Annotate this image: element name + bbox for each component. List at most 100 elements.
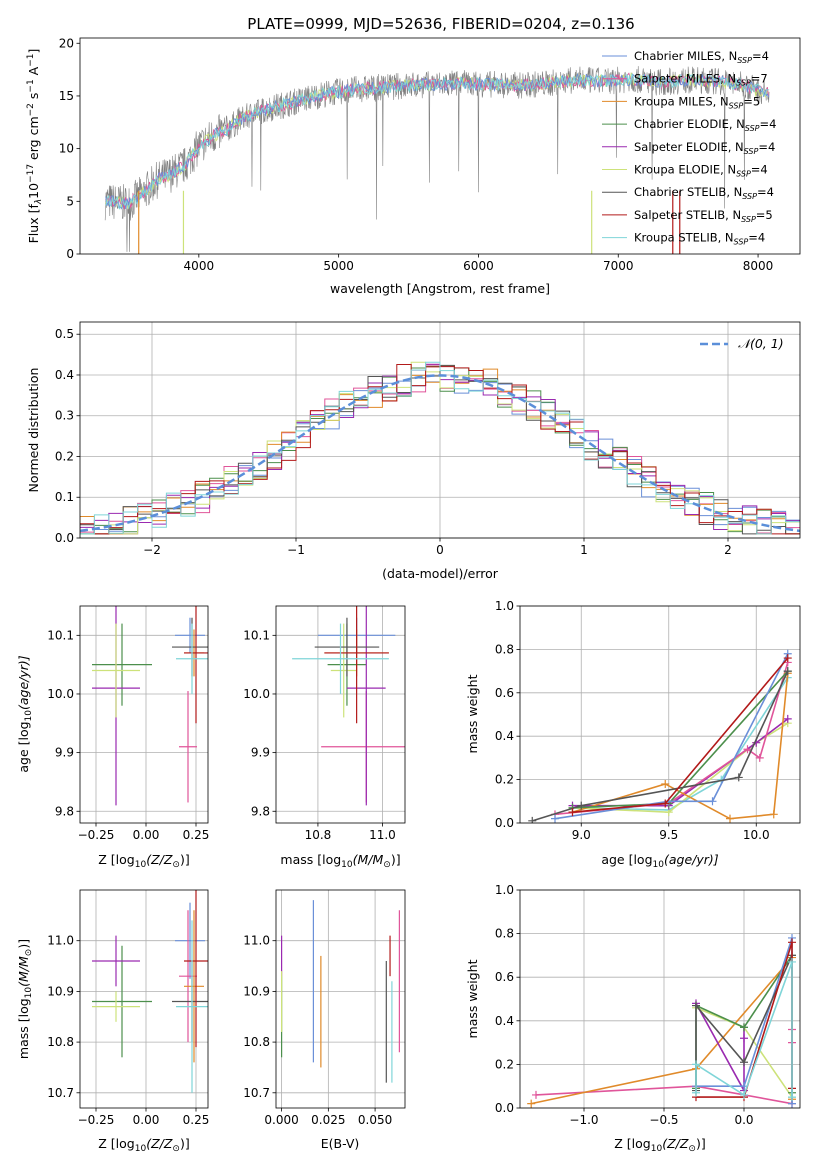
- y-tick-label: 10.0: [47, 687, 74, 701]
- legend-label-CM: Chabrier MILES, NSSP=4: [634, 49, 769, 65]
- x-label-part: Z [log: [614, 1136, 650, 1151]
- legend-label-CS: Chabrier STELIB, NSSP=4: [634, 185, 774, 201]
- x-label-sub: 10: [135, 1144, 147, 1154]
- legend-eq: =4: [758, 140, 775, 154]
- series-line-KE: [572, 722, 789, 813]
- gaussian-reference-line: [80, 374, 800, 533]
- legend-text: Kroupa MILES, N: [634, 94, 729, 108]
- x-label-part: )]: [180, 852, 190, 867]
- x-label-part: Z [log: [98, 852, 134, 867]
- y-tick-label: 0.2: [495, 1057, 514, 1071]
- y-tick-label: 5: [66, 194, 74, 208]
- x-label-sub: ⊙: [383, 860, 391, 870]
- x-label-sub: 10: [653, 860, 665, 870]
- legend-sub: SSP: [737, 56, 752, 65]
- y-tick-label: 0.2: [55, 449, 74, 463]
- y-tick-label: 11.0: [47, 934, 74, 948]
- x-label-part: )]: [391, 852, 401, 867]
- x-tick-label: 8000: [743, 259, 774, 273]
- data-point-SM: [532, 1090, 540, 1099]
- data-point-KM: [661, 779, 670, 788]
- series-line-SM: [554, 662, 789, 816]
- y-label-part: (age/yr)]: [16, 655, 31, 710]
- x-label-part: Z [log: [98, 1136, 134, 1151]
- x-label-part: (Z/Z: [146, 1136, 173, 1151]
- data-point-KS: [740, 1090, 748, 1099]
- legend-text: Salpeter ELODIE, N: [634, 140, 744, 154]
- legend-eq: =4: [751, 163, 768, 177]
- data-point-KM: [726, 814, 734, 823]
- y-tick-label: 9.8: [251, 804, 270, 818]
- x-label-sub: ⊙: [172, 860, 180, 870]
- data-point-CS: [577, 801, 586, 810]
- data-point-SE: [740, 1034, 748, 1043]
- x-label-part: (Z/Z: [146, 852, 173, 867]
- x-axis-label: age [log10(age/yr)]: [601, 852, 718, 870]
- y-label-part: )]: [16, 939, 31, 949]
- data-point-KS: [692, 1088, 700, 1097]
- x-label-part: )]: [696, 1136, 706, 1151]
- y-tick-label: 0.6: [495, 970, 514, 984]
- data-point-SS: [661, 799, 670, 808]
- y-tick-label: 15: [59, 89, 74, 103]
- y-tick-label: 0.4: [55, 368, 74, 382]
- x-tick-label: 2: [724, 543, 732, 557]
- legend-label-SE: Salpeter ELODIE, NSSP=4: [634, 140, 775, 156]
- x-label-part: )]: [180, 1136, 190, 1151]
- legend-label-KM: Kroupa MILES, NSSP=5: [634, 94, 760, 110]
- plot-area: [92, 606, 208, 806]
- x-axis-label: wavelength [Angstrom, rest frame]: [330, 281, 550, 296]
- axes-frame: [79, 37, 801, 255]
- y-axis-label: Normed distribution: [26, 368, 41, 493]
- x-tick-label: 0.025: [311, 1113, 345, 1127]
- histogram-KE: [80, 361, 800, 538]
- y-tick-label: 0.4: [495, 729, 514, 743]
- series-line-SS: [572, 657, 789, 813]
- histogram-KS: [80, 361, 800, 538]
- x-label-sub: ⊙: [172, 1144, 180, 1154]
- plot-area: [281, 900, 400, 1083]
- x-tick-label: 9.0: [572, 828, 591, 842]
- x-tick-label: −1.0: [569, 1113, 598, 1127]
- panel-weights_Z: −1.0 −0.5 0.0 0.0 0.2 0.4 0.6 0.8 1.0 Z [log10(Z/…: [465, 883, 801, 1154]
- data-point-CE: [740, 1023, 748, 1032]
- panel-spectrum: 4000 5000 6000 7000 8000 0 5 10 15 20 Chabrier MIL…: [26, 36, 801, 296]
- legend-text: Chabrier ELODIE, N: [634, 117, 745, 131]
- legend-eq: =5: [756, 208, 773, 222]
- y-axis-label: mass weight: [465, 959, 480, 1038]
- x-tick-label: −1: [287, 543, 305, 557]
- plot-area: [292, 606, 405, 806]
- y-tick-label: 0.6: [495, 686, 514, 700]
- y-label-sub: ⊙: [24, 949, 34, 957]
- y-label-part: Flux [f: [26, 204, 41, 244]
- y-tick-label: 0.8: [495, 927, 514, 941]
- x-label-sub: ⊙: [688, 1144, 696, 1154]
- axes-frame: [79, 605, 209, 824]
- y-tick-label: 10.7: [47, 1086, 74, 1100]
- data-point-KS: [788, 1093, 796, 1102]
- x-tick-label: 0.000: [264, 1113, 298, 1127]
- legend-sub: SSP: [741, 215, 756, 224]
- x-tick-label: 10.8: [305, 828, 332, 842]
- axes-frame: [275, 605, 406, 824]
- legend-eq: =4: [757, 185, 774, 199]
- x-tick-label: 0.25: [183, 1113, 210, 1127]
- data-point-CS: [692, 1001, 700, 1010]
- axes-frame: [519, 889, 801, 1109]
- x-axis-label: (data-model)/error: [382, 566, 499, 581]
- data-point-CS: [783, 667, 792, 676]
- x-label-part: age [log: [601, 852, 652, 867]
- plot-area: [528, 649, 792, 823]
- x-tick-label: 5000: [323, 259, 354, 273]
- x-axis-label: E(B-V): [321, 1136, 360, 1151]
- y-tick-label: 0.0: [55, 531, 74, 545]
- legend-sub: SSP: [744, 147, 759, 156]
- y-tick-label: 9.9: [251, 746, 270, 760]
- y-tick-label: 0.0: [495, 1101, 514, 1115]
- x-tick-label: 0.25: [183, 828, 210, 842]
- x-label-part: mass [log: [280, 852, 341, 867]
- x-tick-label: 10.0: [743, 828, 770, 842]
- y-tick-label: 10.9: [47, 984, 74, 998]
- y-label-part: A: [26, 66, 41, 79]
